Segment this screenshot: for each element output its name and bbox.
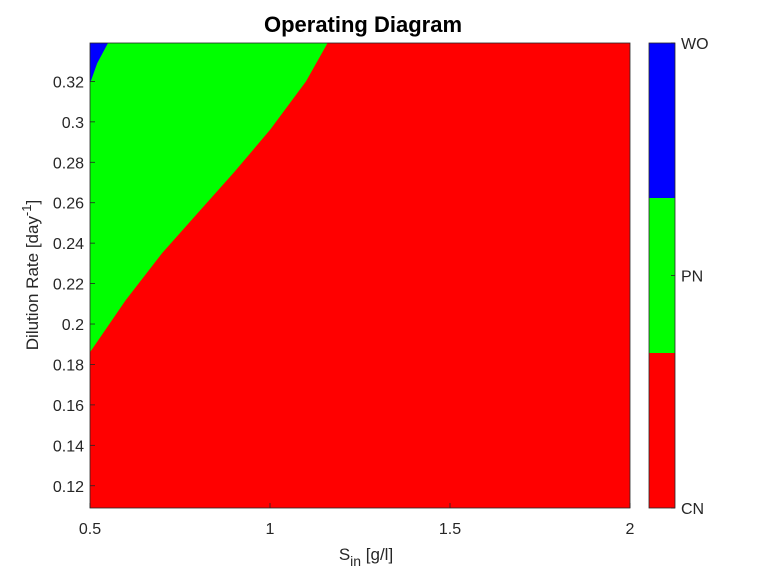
y-axis-label: Dilution Rate [day-1]: [19, 200, 42, 350]
x-tick-label: 0.5: [79, 521, 101, 538]
x-axis: 0.5 1 1.5 2: [79, 503, 635, 538]
y-tick-label: 0.3: [62, 115, 84, 132]
colorbar-tick-label: PN: [681, 269, 703, 286]
x-axis-label: Sin [g/l]: [339, 545, 393, 569]
x-axis-label-rest: [g/l]: [361, 545, 393, 564]
y-axis-label-superscript: -1: [19, 204, 34, 216]
y-tick-label: 0.24: [53, 236, 84, 253]
chart-title: Operating Diagram: [264, 12, 462, 37]
y-axis: 0.12 0.14 0.16 0.18 0.2 0.22 0.24 0.26 0.28 0.3 0.…: [53, 74, 95, 496]
x-axis-label-subscript: in: [350, 553, 361, 569]
plot-area: [89, 42, 631, 509]
plot-frame: [89, 42, 631, 509]
y-tick-label: 0.22: [53, 277, 84, 294]
x-tick-label: 2: [626, 521, 635, 538]
y-tick-label: 0.26: [53, 196, 84, 213]
x-tick-label: 1.5: [439, 521, 461, 538]
y-tick-label: 0.28: [53, 155, 84, 172]
x-tick-label: 1: [266, 521, 275, 538]
colorbar: CN PN WO: [648, 36, 709, 518]
y-tick-label: 0.14: [53, 438, 84, 455]
y-tick-label: 0.12: [53, 479, 84, 496]
y-tick-label: 0.16: [53, 398, 84, 415]
region-wo: [90, 43, 108, 84]
y-axis-label-main: Dilution Rate [day: [23, 216, 42, 351]
regions-layer: [90, 43, 630, 508]
y-axis-label-rest: ]: [23, 200, 42, 205]
colorbar-segment-pn: [649, 198, 675, 353]
colorbar-segment-cn: [649, 353, 675, 508]
region-pn: [90, 43, 328, 353]
y-tick-label: 0.18: [53, 357, 84, 374]
colorbar-tick-label: WO: [681, 36, 709, 53]
colorbar-segment-wo: [649, 43, 675, 198]
x-axis-label-main: S: [339, 545, 350, 564]
colorbar-tick-label: CN: [681, 501, 704, 518]
y-tick-label: 0.2: [62, 317, 84, 334]
y-tick-label: 0.32: [53, 74, 84, 91]
